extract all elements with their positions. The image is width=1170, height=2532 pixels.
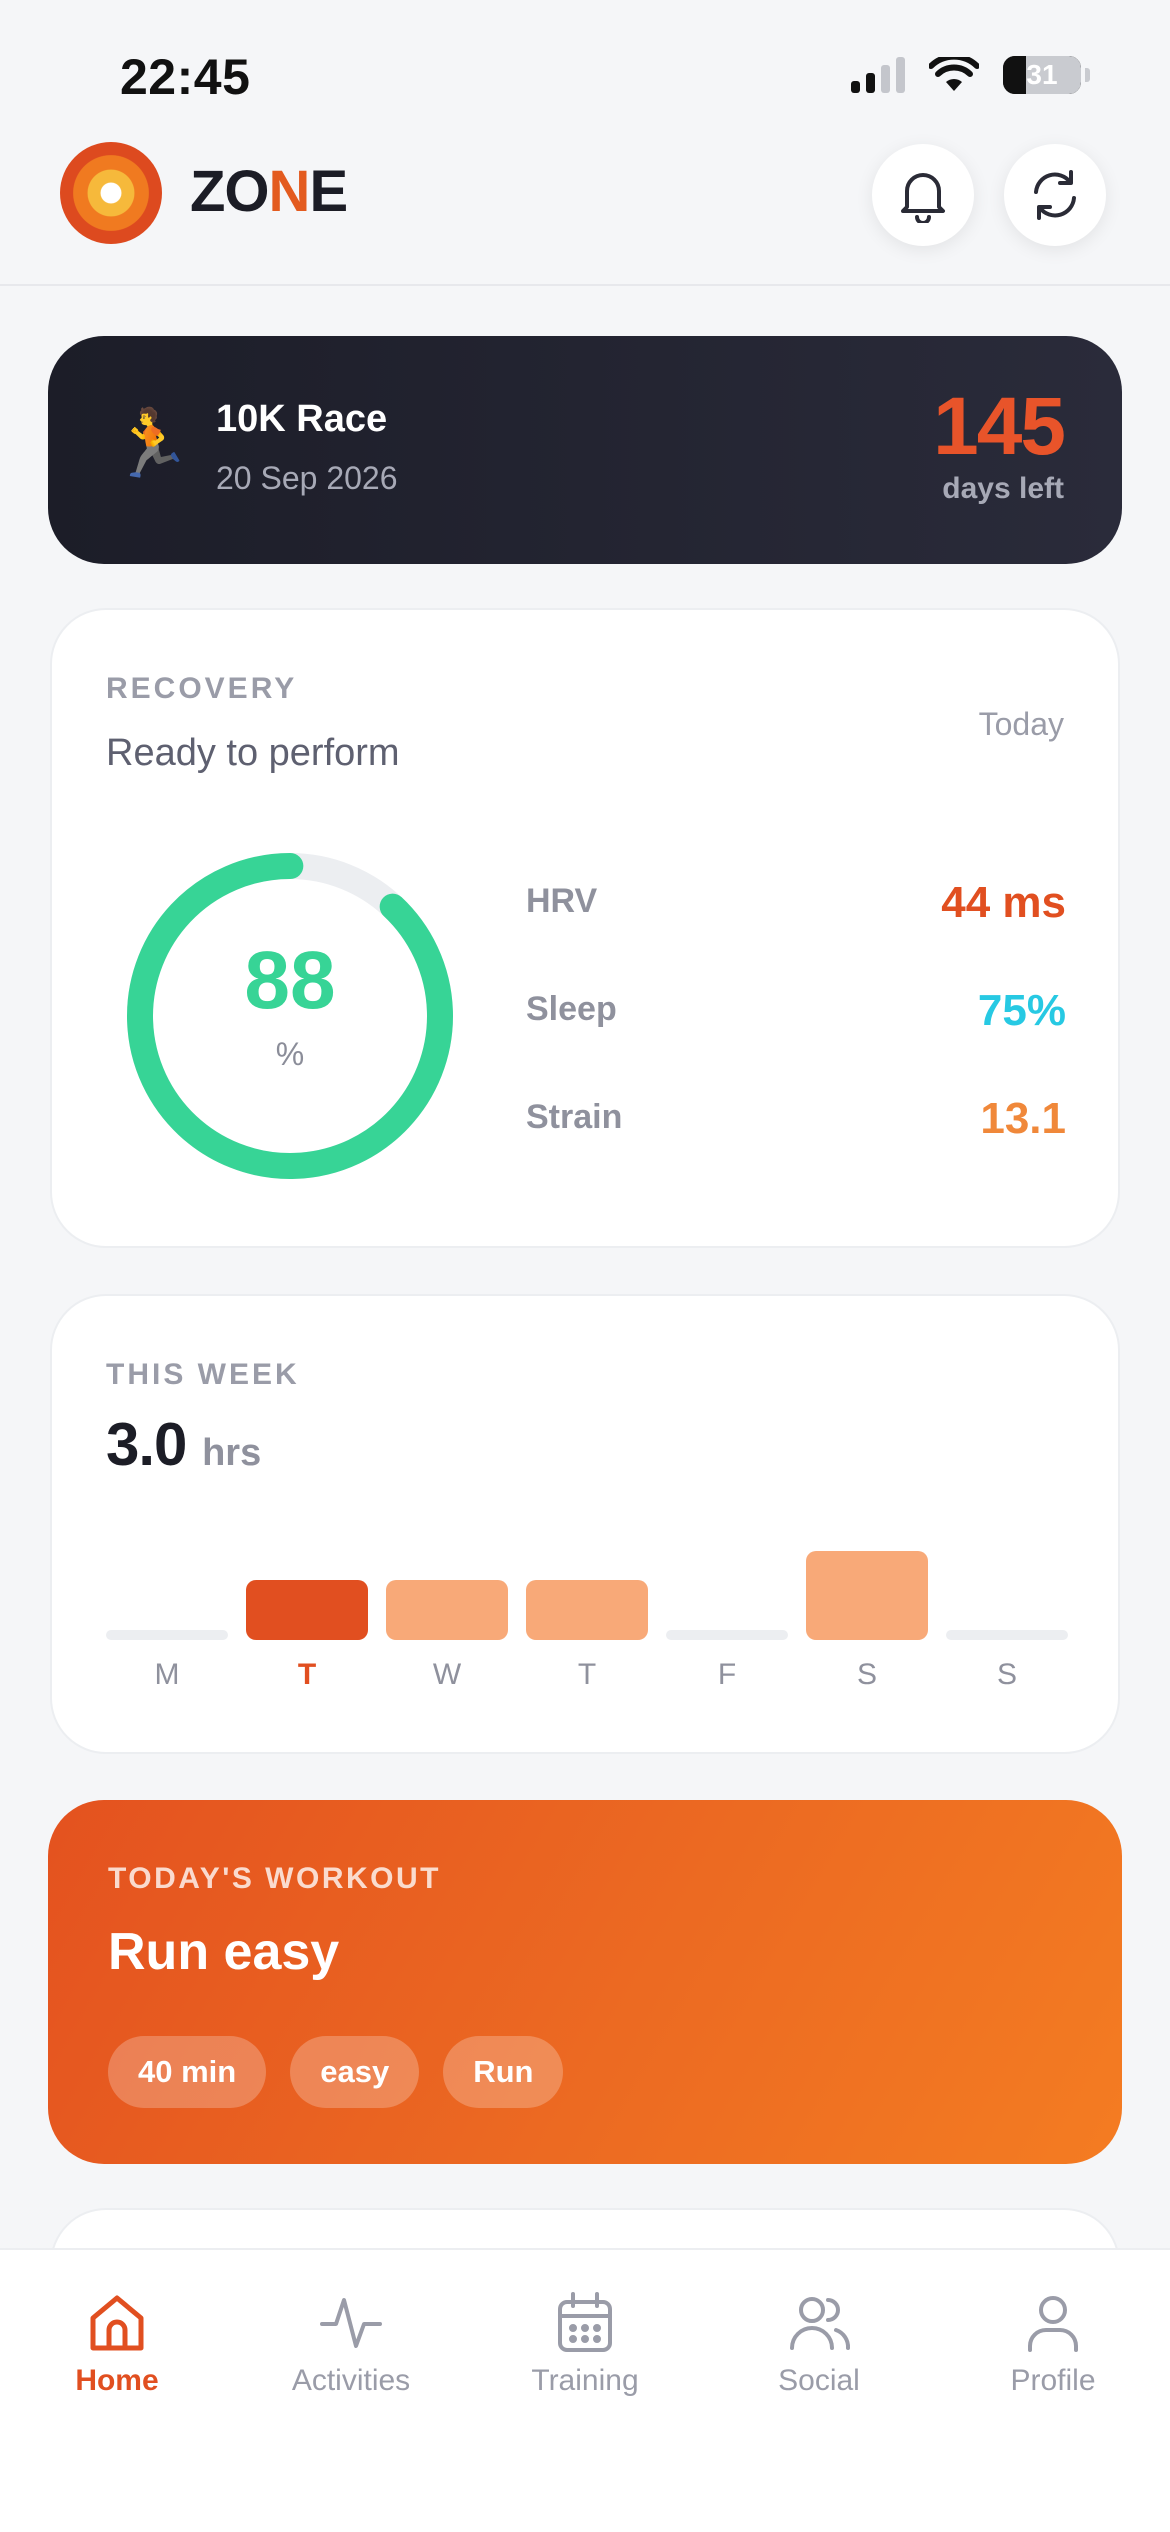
week-bar [386,1580,508,1640]
tab-label: Activities [291,2364,411,2397]
bell-icon [901,173,945,223]
weekly-summary-card[interactable]: THIS WEEK 3.0 hrs M T W T F S S [50,1294,1120,1754]
week-total: 3.0 hrs [106,1410,261,1479]
metric-value: 75% [977,986,1066,1035]
battery-icon: 31 [1003,56,1081,94]
week-day-label: T [297,1658,317,1691]
days-left-label: days left [942,472,1064,505]
recovery-date: Today [978,706,1064,742]
battery-tip [1085,68,1090,82]
users-icon [790,2297,850,2350]
workout-tag-duration: 40 min [108,2036,267,2108]
tab-label: Training [531,2364,639,2397]
metric-sleep: Sleep 75% [526,982,1066,1042]
notifications-button[interactable] [872,144,974,246]
calendar-icon [558,2292,612,2352]
refresh-icon [1034,170,1076,220]
metric-label: HRV [526,882,598,920]
tab-activities[interactable]: Activities [234,2290,468,2398]
week-bar [526,1580,648,1640]
week-day-label: F [717,1658,737,1691]
tab-home[interactable]: Home [0,2290,234,2398]
recovery-card[interactable]: RECOVERY Ready to perform Today 88 % HRV… [50,608,1120,1248]
week-bar [106,1630,228,1640]
recovery-eyebrow: RECOVERY [106,672,298,705]
tab-label: Home [75,2364,159,2397]
workout-name: Run easy [108,1923,340,1981]
race-name: 10K Race [216,398,388,440]
week-day-label: S [856,1658,877,1691]
metric-hrv: HRV 44 ms [526,874,1066,934]
week-bar [946,1630,1068,1640]
bottom-tab-bar: Home Activities Training Social Profile [0,2248,1170,2532]
race-date: 20 Sep 2026 [216,460,398,496]
todays-workout-card[interactable]: TODAY'S WORKOUT Run easy 40 min easy Run [48,1800,1122,2164]
cellular-signal-icon [851,57,905,93]
status-bar: 22:45 31 [0,0,1170,140]
workout-tag-type: Run [443,2036,564,2108]
workout-eyebrow: TODAY'S WORKOUT [108,1862,441,1895]
battery-level: 31 [1026,59,1058,90]
home-icon [90,2295,144,2351]
metric-label: Strain [526,1098,623,1136]
metric-value: 13.1 [980,1094,1066,1143]
tab-training[interactable]: Training [468,2290,702,2398]
user-icon [1028,2296,1078,2352]
week-bar [246,1580,368,1640]
recovery-ring: 88 % [120,846,460,1186]
tab-label: Social [778,2364,860,2397]
recovery-score-unit: % [275,1036,305,1072]
metric-strain: Strain 13.1 [526,1090,1066,1150]
activity-icon [320,2298,382,2348]
recovery-ring-progress [127,853,453,1179]
race-countdown-card[interactable]: 🏃 10K Race 20 Sep 2026 145 days left [48,336,1122,564]
week-day-label: M [154,1658,180,1691]
status-icons: 31 [851,56,1090,94]
recovery-score: 88 [244,935,336,1026]
runner-icon: 🏃 [110,406,193,480]
week-eyebrow: THIS WEEK [106,1358,300,1391]
week-total-unit: hrs [202,1432,262,1474]
zone-logo-icon [60,142,162,244]
week-day-label: T [577,1658,597,1691]
metric-label: Sleep [526,990,617,1028]
app-header: ZONE [0,140,1170,286]
days-left-count: 145 [933,381,1066,472]
metric-value: 44 ms [941,878,1066,927]
week-day-label: W [432,1658,462,1691]
app-brand: ZONE [190,159,348,224]
tab-label: Profile [1010,2364,1096,2397]
week-total-value: 3.0 [106,1411,187,1478]
wifi-icon [929,57,979,91]
week-day-label: S [996,1658,1017,1691]
sync-button[interactable] [1004,144,1106,246]
week-bar [806,1551,928,1640]
tab-profile[interactable]: Profile [936,2290,1170,2398]
workout-tag-intensity: easy [290,2036,420,2108]
tab-social[interactable]: Social [702,2290,936,2398]
workout-tags: 40 min easy Run [108,2036,564,2108]
week-bar-chart [106,1496,1068,1640]
status-time: 22:45 [120,49,251,105]
week-bar [666,1630,788,1640]
recovery-status: Ready to perform [106,732,400,774]
